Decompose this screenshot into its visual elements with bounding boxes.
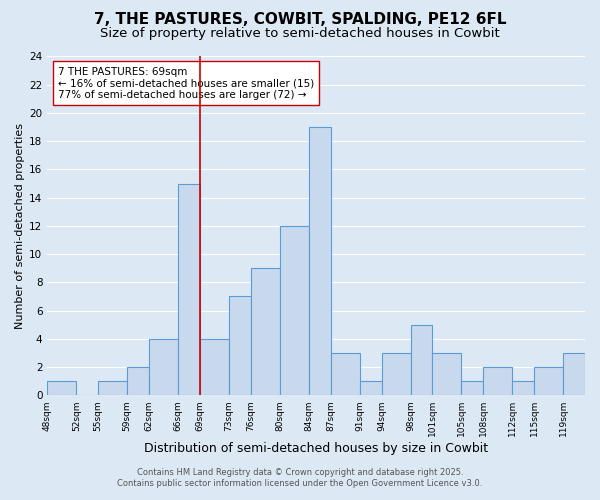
Bar (149, 339, 178, 395)
Bar (360, 381, 382, 395)
Bar (280, 226, 309, 395)
Bar (483, 367, 512, 395)
X-axis label: Distribution of semi-detached houses by size in Cowbit: Distribution of semi-detached houses by … (144, 442, 488, 455)
Y-axis label: Number of semi-detached properties: Number of semi-detached properties (15, 123, 25, 329)
Bar (229, 296, 251, 395)
Bar (251, 268, 280, 395)
Text: Size of property relative to semi-detached houses in Cowbit: Size of property relative to semi-detach… (100, 28, 500, 40)
Bar (410, 324, 433, 395)
Bar (433, 353, 461, 395)
Bar (534, 367, 563, 395)
Bar (331, 353, 360, 395)
Bar (382, 353, 410, 395)
Bar (200, 339, 229, 395)
Bar (127, 367, 149, 395)
Bar (47, 381, 76, 395)
Text: Contains HM Land Registry data © Crown copyright and database right 2025.
Contai: Contains HM Land Registry data © Crown c… (118, 468, 482, 487)
Text: 7, THE PASTURES, COWBIT, SPALDING, PE12 6FL: 7, THE PASTURES, COWBIT, SPALDING, PE12 … (94, 12, 506, 28)
Bar (512, 381, 534, 395)
Bar (178, 184, 200, 395)
Bar (98, 381, 127, 395)
Bar (563, 353, 585, 395)
Bar (309, 127, 331, 395)
Bar (461, 381, 483, 395)
Text: 7 THE PASTURES: 69sqm
← 16% of semi-detached houses are smaller (15)
77% of semi: 7 THE PASTURES: 69sqm ← 16% of semi-deta… (58, 66, 314, 100)
